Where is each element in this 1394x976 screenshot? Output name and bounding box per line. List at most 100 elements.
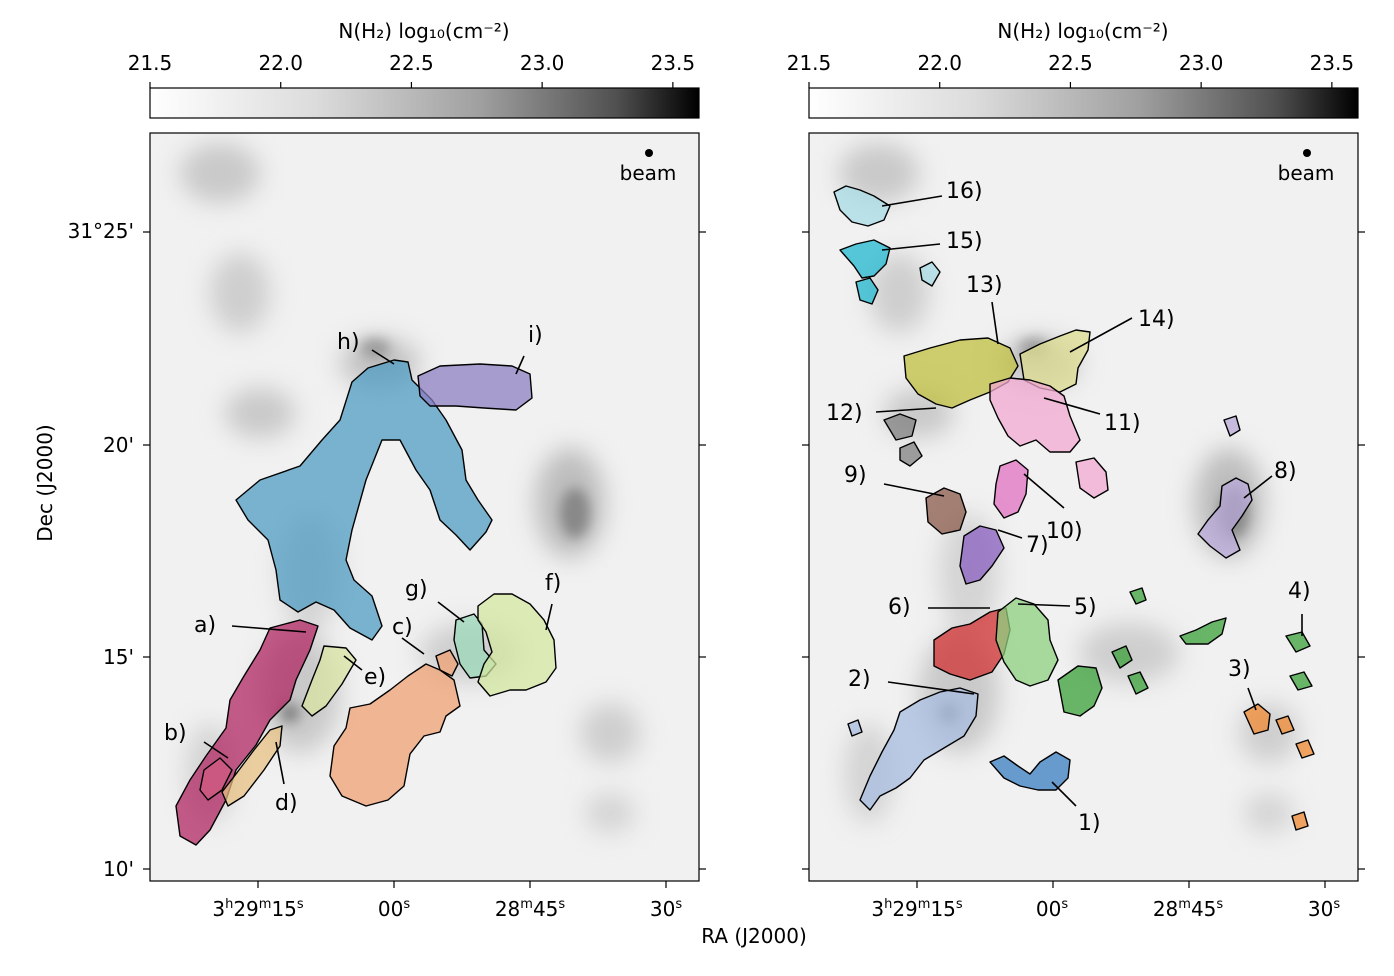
label-e: e) xyxy=(364,665,386,690)
axis-ticks-left xyxy=(143,231,706,888)
x-tick-label: 30s xyxy=(1308,897,1340,921)
x-tick-label: 00s xyxy=(1036,897,1068,921)
region-3-b xyxy=(1295,739,1315,759)
x-tick-label: 3h29m15s xyxy=(871,897,963,921)
region-3-d xyxy=(1275,715,1295,735)
label-3: 3) xyxy=(1228,657,1251,682)
label-a: a) xyxy=(194,613,216,638)
label-16: 16) xyxy=(946,179,983,204)
region-7 xyxy=(959,525,1005,585)
annotations-right: 16) 15) 13) 14) 12) 11) 9) 10) 7) 8) 6) … xyxy=(826,179,1311,836)
region-12 xyxy=(883,413,917,441)
label-7: 7) xyxy=(1026,533,1049,558)
region-11 xyxy=(989,377,1081,453)
colorbar-tick-label: 23.5 xyxy=(1310,51,1355,75)
colorbar-tick-label: 22.0 xyxy=(258,51,303,75)
region-d-tan xyxy=(221,725,283,807)
region-8-top xyxy=(1223,415,1241,437)
label-13: 13) xyxy=(966,273,1003,298)
colorbar-tick-label: 23.0 xyxy=(1179,51,1224,75)
regions-right xyxy=(833,185,1315,831)
label-6: 6) xyxy=(888,595,911,620)
region-10 xyxy=(993,459,1029,519)
colorbar-tick-label: 21.5 xyxy=(787,51,832,75)
y-tick-label: 20' xyxy=(103,433,134,457)
colorbar-right xyxy=(808,87,1359,119)
region-h-blue xyxy=(235,359,493,641)
x-axis-label: RA (J2000) xyxy=(701,924,807,948)
right-panel: N(H₂) log₁₀(cm⁻²) 21.5 22.0 22.5 23.0 23.5 xyxy=(787,19,1365,921)
region-2 xyxy=(859,687,979,811)
label-d: d) xyxy=(275,791,298,816)
plot-frame-right xyxy=(808,132,1359,882)
region-2-small xyxy=(847,719,863,737)
label-5: 5) xyxy=(1074,595,1097,620)
label-10: 10) xyxy=(1046,519,1083,544)
label-8: 8) xyxy=(1274,459,1297,484)
label-f: f) xyxy=(545,571,561,596)
y-tick-label: 10' xyxy=(103,857,134,881)
region-e-lime xyxy=(301,645,357,717)
region-15 xyxy=(839,239,891,279)
region-16 xyxy=(833,185,891,227)
label-i: i) xyxy=(528,323,543,348)
region-c-orange xyxy=(329,663,461,807)
x-tick-label: 3h29m15s xyxy=(212,897,304,921)
label-4: 4) xyxy=(1288,579,1311,604)
axis-ticks-right xyxy=(802,231,1365,888)
beam-marker-left xyxy=(645,149,653,157)
region-16-small xyxy=(919,261,941,287)
left-panel: N(H₂) log₁₀(cm⁻²) 21.5 22.0 22.5 23.0 23.5 b… xyxy=(33,19,706,921)
label-15: 15) xyxy=(946,229,983,254)
region-f-yellowgreen xyxy=(477,593,557,697)
label-2: 2) xyxy=(848,667,871,692)
label-11: 11) xyxy=(1104,411,1141,436)
x-tick-label: 30s xyxy=(650,897,682,921)
region-3-c xyxy=(1291,811,1309,831)
label-c: c) xyxy=(392,615,413,640)
region-4-g xyxy=(1127,671,1149,695)
colorbar-ticks-right: 21.5 22.0 22.5 23.0 23.5 xyxy=(787,51,1354,88)
region-i-purple xyxy=(417,363,533,411)
y-tick-label: 15' xyxy=(103,645,134,669)
x-tick-labels-left: 3h29m15s 00s 28m45s 30s xyxy=(212,897,682,921)
colorbar-label-left: N(H₂) log₁₀(cm⁻²) xyxy=(338,19,509,43)
colorbar-tick-label: 22.5 xyxy=(389,51,434,75)
region-4-e xyxy=(1289,671,1313,691)
beam-label-right: beam xyxy=(1278,161,1335,185)
region-4-b xyxy=(1111,645,1133,669)
region-5 xyxy=(995,597,1059,687)
label-h: h) xyxy=(337,330,360,355)
label-14: 14) xyxy=(1138,307,1175,332)
colorbar-tick-label: 22.5 xyxy=(1048,51,1093,75)
y-tick-label: 31°25' xyxy=(68,219,134,243)
label-12: 12) xyxy=(826,401,863,426)
plot-frame-left xyxy=(149,132,700,882)
region-8 xyxy=(1197,477,1253,559)
y-axis-label: Dec (J2000) xyxy=(33,424,57,541)
x-tick-label: 28m45s xyxy=(1153,897,1224,921)
region-9 xyxy=(925,487,967,535)
beam-marker-right xyxy=(1303,149,1311,157)
colorbar-ticks-left: 21.5 22.0 22.5 23.0 23.5 xyxy=(128,51,695,88)
region-c-small xyxy=(435,649,459,677)
region-b-pink xyxy=(199,757,233,801)
region-1 xyxy=(989,751,1071,791)
label-g: g) xyxy=(405,577,428,602)
label-9: 9) xyxy=(844,463,867,488)
x-tick-label: 00s xyxy=(378,897,410,921)
region-11-right xyxy=(1075,457,1109,499)
region-4-d xyxy=(1285,631,1311,653)
beam-label-left: beam xyxy=(620,161,677,185)
colorbar-tick-label: 21.5 xyxy=(128,51,173,75)
colorbar-tick-label: 22.0 xyxy=(917,51,962,75)
y-tick-labels-left: 31°25' 20' 15' 10' xyxy=(68,219,134,881)
x-tick-label: 28m45s xyxy=(495,897,566,921)
label-b: b) xyxy=(164,721,187,746)
region-15-tail xyxy=(855,277,879,305)
region-4-f xyxy=(1129,587,1147,605)
colorbar-left xyxy=(149,87,700,119)
colorbar-tick-label: 23.0 xyxy=(520,51,565,75)
colorbar-tick-label: 23.5 xyxy=(651,51,696,75)
